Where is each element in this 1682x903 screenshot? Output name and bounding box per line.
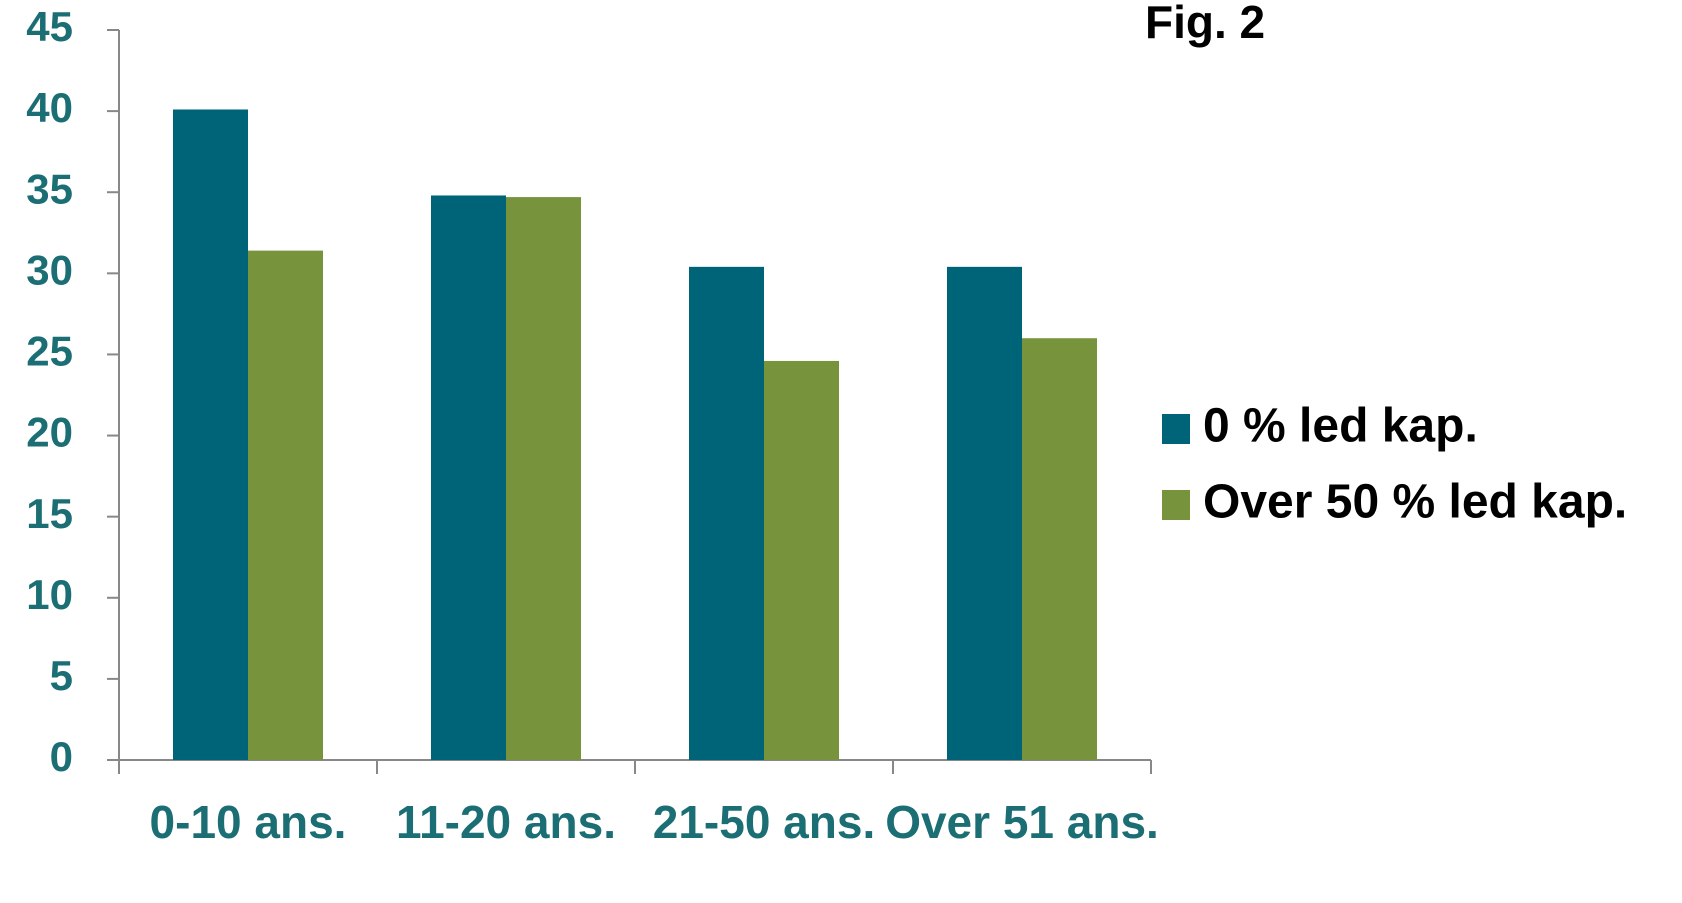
chart-title: Fig. 2 <box>1145 0 1265 48</box>
x-tick-label: 11-20 ans. <box>396 796 616 848</box>
y-tick-label: 15 <box>26 490 73 537</box>
x-tick-label: 0-10 ans. <box>150 796 347 848</box>
y-tick-label: 45 <box>26 3 73 50</box>
bar <box>764 360 839 760</box>
bar <box>248 250 323 760</box>
y-tick-label: 0 <box>50 733 73 780</box>
legend-swatch <box>1162 414 1190 444</box>
y-tick-label: 30 <box>26 246 73 293</box>
legend-swatch <box>1162 490 1190 520</box>
bar <box>431 195 506 760</box>
y-tick-label: 25 <box>26 328 73 375</box>
bar <box>1022 338 1097 760</box>
bar <box>947 266 1022 760</box>
y-tick-label: 40 <box>26 84 73 131</box>
bar <box>689 266 764 760</box>
legend-label: 0 % led kap. <box>1203 400 1478 453</box>
x-tick-label: 21-50 ans. <box>653 796 875 848</box>
legend-label: Over 50 % led kap. <box>1203 476 1627 529</box>
bar <box>173 109 248 760</box>
y-tick-label: 35 <box>26 165 73 212</box>
y-tick-label: 20 <box>26 409 73 456</box>
y-tick-label: 5 <box>50 652 73 699</box>
y-tick-label: 10 <box>26 571 73 618</box>
bar <box>506 197 581 761</box>
x-tick-label: Over 51 ans. <box>885 796 1159 848</box>
